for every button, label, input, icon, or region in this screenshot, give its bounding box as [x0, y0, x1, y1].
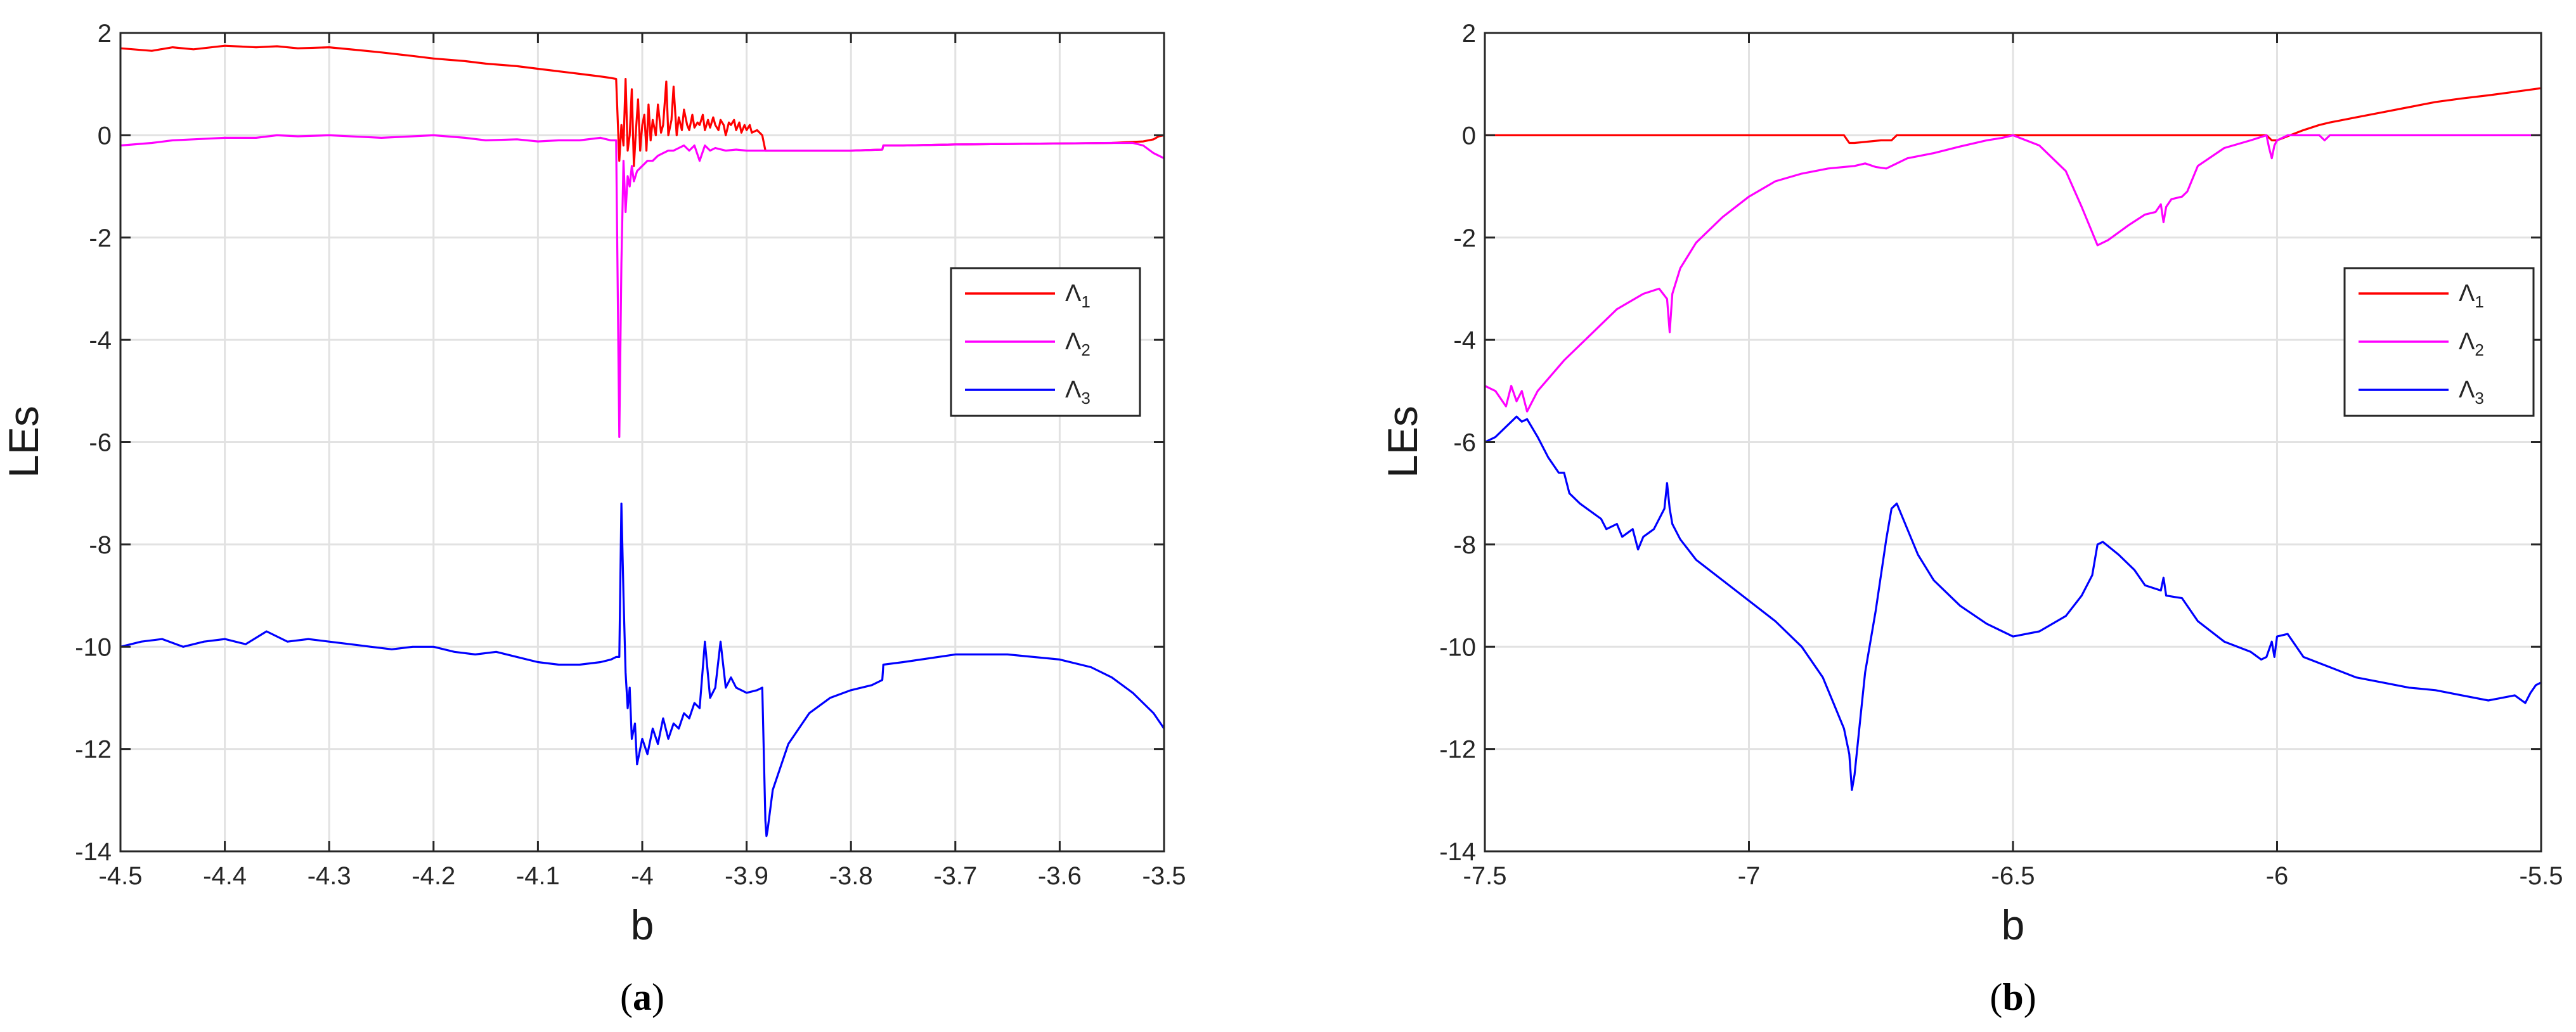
y-tick-label: -4 — [1453, 326, 1476, 354]
x-tick-label: -5.5 — [2520, 862, 2563, 890]
series-line-1 — [120, 44, 1164, 167]
y-tick-label: 0 — [98, 122, 112, 150]
legend-label-3: Λ3 — [2459, 377, 2484, 408]
y-tick-label: -8 — [89, 531, 112, 559]
legend-label-2: Λ2 — [2459, 328, 2484, 359]
x-tick-label: -7 — [1738, 862, 1761, 890]
x-tick-label: -3.5 — [1142, 862, 1186, 890]
y-tick-label: -14 — [75, 838, 112, 866]
panel-label: (b) — [1990, 976, 2036, 1018]
x-tick-label: -4.2 — [411, 862, 455, 890]
x-tick-label: -4.5 — [99, 862, 143, 890]
x-tick-label: -4.4 — [203, 862, 247, 890]
y-tick-label: 0 — [1462, 122, 1476, 150]
series-line-3 — [120, 502, 1164, 837]
series-line-2 — [120, 134, 1164, 438]
x-axis-title: b — [631, 901, 654, 948]
y-axis-title: LEs — [1379, 406, 1426, 478]
legend-label-1: Λ1 — [1065, 280, 1091, 311]
legend-label-1: Λ1 — [2459, 280, 2484, 311]
y-tick-label: -4 — [89, 326, 112, 354]
y-tick-label: -2 — [1453, 224, 1476, 252]
series-line-1 — [1485, 87, 2541, 145]
x-tick-label: -3.7 — [933, 862, 977, 890]
x-tick-label: -6.5 — [1991, 862, 2035, 890]
y-tick-label: -10 — [75, 633, 112, 661]
x-tick-label: -4.3 — [307, 862, 351, 890]
panel-label: (a) — [620, 976, 664, 1018]
chart-panel-b: -7.5 -7 -6.5 -6 -5.5 -14 -12 -10 -8 -6 -4 -2 0 2 b LEs (… — [1379, 20, 2563, 1018]
x-tick-label: -6 — [2266, 862, 2289, 890]
x-tick-label: -3.6 — [1038, 862, 1082, 890]
legend-label-2: Λ2 — [1065, 328, 1091, 359]
series-line-3 — [1485, 415, 2541, 791]
x-axis-title: b — [2002, 901, 2025, 948]
x-tick-label: -4.1 — [516, 862, 560, 890]
legend-label-3: Λ3 — [1065, 377, 1091, 408]
y-tick-label: -6 — [1453, 429, 1476, 457]
x-tick-label: -7.5 — [1463, 862, 1507, 890]
y-axis-title: LEs — [0, 406, 47, 478]
x-tick-label: -3.9 — [725, 862, 768, 890]
y-tick-label: -8 — [1453, 531, 1476, 559]
y-tick-label: 2 — [1462, 20, 1476, 48]
y-tick-label: -10 — [1439, 633, 1476, 661]
chart-panel-a: -4.5 -4.4 -4.3 -4.2 -4.1 -4 -3.9 -3.8 -3.7 -3.6 -3… — [0, 20, 1186, 1018]
y-tick-label: -12 — [1439, 736, 1476, 764]
x-tick-label: -3.8 — [829, 862, 873, 890]
y-tick-label: -6 — [89, 429, 112, 457]
y-tick-label: -2 — [89, 224, 112, 252]
y-tick-label: 2 — [98, 20, 112, 48]
y-tick-label: -14 — [1439, 838, 1476, 866]
y-tick-label: -12 — [75, 736, 112, 764]
x-tick-label: -4 — [631, 862, 654, 890]
series-line-2 — [1485, 134, 2541, 413]
